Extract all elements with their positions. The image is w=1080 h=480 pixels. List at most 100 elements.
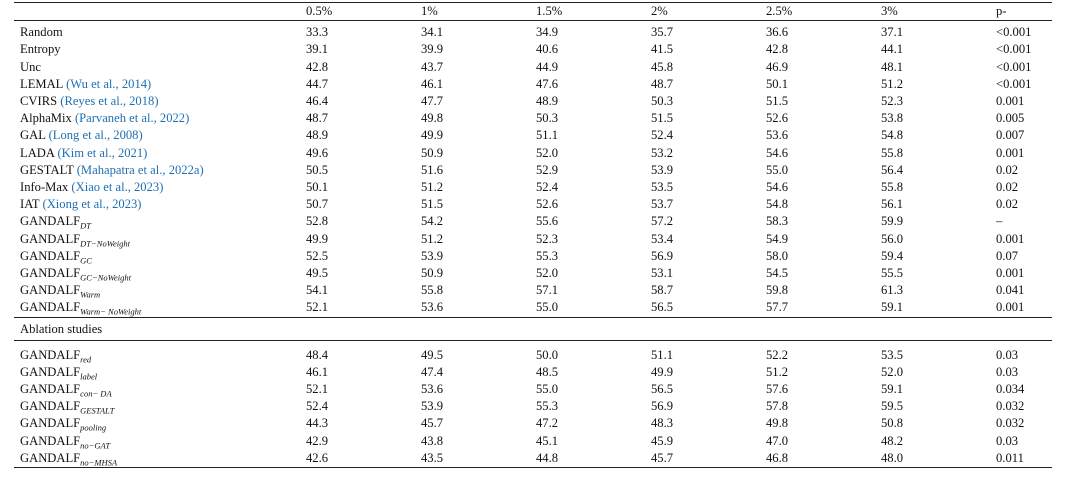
p-value-cell: 0.02 — [996, 162, 1019, 177]
table-row: GANDALFGESTALT 52.4 53.9 55.3 56.9 57.8 59.5 0.… — [14, 398, 1052, 415]
value-cell: 50.3 — [536, 111, 559, 126]
citation-link[interactable]: (Xiong et al., 2023) — [42, 197, 142, 212]
value-cell: 53.4 — [651, 231, 674, 246]
method-cell: IAT (Xiong et al., 2023) — [14, 196, 300, 213]
table-row: LADA (Kim et al., 2021) 49.6 50.9 52.0 53.2 5… — [14, 145, 1052, 162]
table-row: GANDALFDT 52.8 54.2 55.6 57.2 58.3 59.9 – — [14, 213, 1052, 230]
method-cell: Unc — [14, 59, 300, 76]
table-row: GANDALFWarm− NoWeight 52.1 53.6 55.0 56.5 57.… — [14, 299, 1052, 317]
table-row: GANDALFno−GAT 42.9 43.8 45.1 45.9 47.0 48.2 0.0… — [14, 433, 1052, 450]
method-name: GANDALF — [20, 416, 81, 431]
value-cell: 49.8 — [766, 416, 789, 431]
value-cell: 52.8 — [306, 214, 329, 229]
value-cell: 59.8 — [766, 283, 789, 298]
method-cell: Random — [14, 21, 300, 42]
value-cell: 34.9 — [536, 25, 559, 40]
p-value-cell: 0.005 — [996, 111, 1025, 126]
p-value-cell: <0.001 — [996, 76, 1032, 91]
value-cell: 50.9 — [421, 266, 444, 281]
value-cell: 56.9 — [651, 248, 674, 263]
value-cell: 53.1 — [651, 266, 674, 281]
p-value-cell: 0.03 — [996, 433, 1019, 448]
ablation-title: Ablation studies — [14, 316, 1052, 341]
value-cell: 50.0 — [536, 347, 559, 362]
method-cell: Info-Max (Xiao et al., 2023) — [14, 179, 300, 196]
method-cell: GANDALFDT — [14, 213, 300, 230]
value-cell: 59.1 — [881, 382, 904, 397]
value-cell: 49.5 — [421, 347, 444, 362]
value-cell: 52.4 — [651, 128, 674, 143]
table-row: GANDALFno−MHSA 42.6 43.5 44.8 45.7 46.8 48.0 0.… — [14, 449, 1052, 469]
value-cell: 56.1 — [881, 197, 904, 212]
table-row: CVIRS (Reyes et al., 2018) 46.4 47.7 48.9 50… — [14, 93, 1052, 110]
value-cell: 52.9 — [536, 162, 559, 177]
value-cell: 45.7 — [645, 449, 760, 469]
p-value-cell: 0.041 — [996, 283, 1025, 298]
value-cell: 44.1 — [881, 42, 904, 57]
method-cell: GANDALFWarm — [14, 282, 300, 299]
method-name: GANDALF — [20, 300, 81, 315]
value-cell: 47.2 — [536, 416, 559, 431]
method-subscript: red — [80, 354, 92, 365]
value-cell: 52.5 — [306, 248, 329, 263]
value-cell: 45.7 — [421, 416, 444, 431]
method-cell: GANDALFWarm− NoWeight — [14, 299, 300, 317]
method-name: GANDALF — [20, 399, 81, 414]
value-cell: 48.1 — [881, 59, 904, 74]
value-cell: 53.9 — [421, 248, 444, 263]
value-cell: 44.7 — [306, 76, 329, 91]
method-name: GANDALF — [20, 214, 81, 229]
table-row: GANDALFWarm 54.1 55.8 57.1 58.7 59.8 61.3 0.041 — [14, 282, 1052, 299]
value-cell: 45.9 — [651, 433, 674, 448]
p-value-cell: – — [996, 214, 1003, 229]
value-cell: 45.1 — [536, 433, 559, 448]
table-row: GANDALFcon− DA 52.1 53.6 55.0 56.5 57.6 59.1 0.… — [14, 381, 1052, 398]
method-cell: GANDALFlabel — [14, 364, 300, 381]
value-cell: 51.1 — [651, 347, 674, 362]
value-cell: 53.6 — [766, 128, 789, 143]
citation-link[interactable]: (Kim et al., 2021) — [57, 145, 148, 160]
method-cell: GANDALFGESTALT — [14, 398, 300, 415]
citation-link[interactable]: (Mahapatra et al., 2022a) — [76, 162, 204, 177]
p-value-cell: 0.02 — [996, 197, 1019, 212]
citation-link[interactable]: (Wu et al., 2014) — [66, 76, 152, 91]
method-subscript: GC — [80, 255, 92, 266]
value-cell: 51.2 — [766, 364, 789, 379]
citation-link[interactable]: (Xiao et al., 2023) — [71, 180, 164, 195]
citation-link[interactable]: (Long et al., 2008) — [48, 128, 143, 143]
method-cell: GANDALFGC — [14, 248, 300, 265]
citation-link[interactable]: (Parvaneh et al., 2022) — [74, 111, 190, 126]
value-cell: 51.1 — [536, 128, 559, 143]
citation-link[interactable]: (Reyes et al., 2018) — [60, 94, 159, 109]
p-value-cell: 0.001 — [996, 231, 1025, 246]
value-cell: 50.1 — [766, 76, 789, 91]
value-cell: 56.5 — [651, 382, 674, 397]
table-row: IAT (Xiong et al., 2023) 50.7 51.5 52.6 53.7… — [14, 196, 1052, 213]
value-cell: 52.2 — [766, 347, 789, 362]
value-cell: 51.5 — [651, 111, 674, 126]
method-subscript: no−MHSA — [80, 457, 118, 468]
header-column-label: 3% — [875, 1, 990, 22]
method-name: LEMAL — [20, 76, 63, 91]
value-cell: 48.7 — [306, 111, 329, 126]
value-cell: 51.2 — [421, 180, 444, 195]
method-cell: LADA (Kim et al., 2021) — [14, 145, 300, 162]
table-row: GESTALT (Mahapatra et al., 2022a) 50.5 51.… — [14, 162, 1052, 179]
header-column-label: 2.5% — [760, 1, 875, 22]
value-cell: 55.8 — [421, 283, 444, 298]
table-row: GANDALFGC−NoWeight 49.5 50.9 52.0 53.1 54.5 55… — [14, 265, 1052, 282]
method-cell: AlphaMix (Parvaneh et al., 2022) — [14, 110, 300, 127]
method-cell: GANDALFno−MHSA — [14, 449, 300, 469]
value-cell: 51.5 — [421, 197, 444, 212]
value-cell: 44.9 — [536, 59, 559, 74]
value-cell: 41.5 — [651, 42, 674, 57]
value-cell: 51.2 — [421, 231, 444, 246]
method-name: Entropy — [20, 42, 61, 57]
value-cell: 53.2 — [651, 145, 674, 160]
header-column-label: p- — [990, 1, 1052, 22]
value-cell: 47.4 — [421, 364, 444, 379]
p-value-cell: 0.011 — [990, 449, 1052, 469]
p-value-cell: 0.032 — [996, 416, 1025, 431]
value-cell: 43.7 — [421, 59, 444, 74]
method-cell: GANDALFpooling — [14, 415, 300, 432]
